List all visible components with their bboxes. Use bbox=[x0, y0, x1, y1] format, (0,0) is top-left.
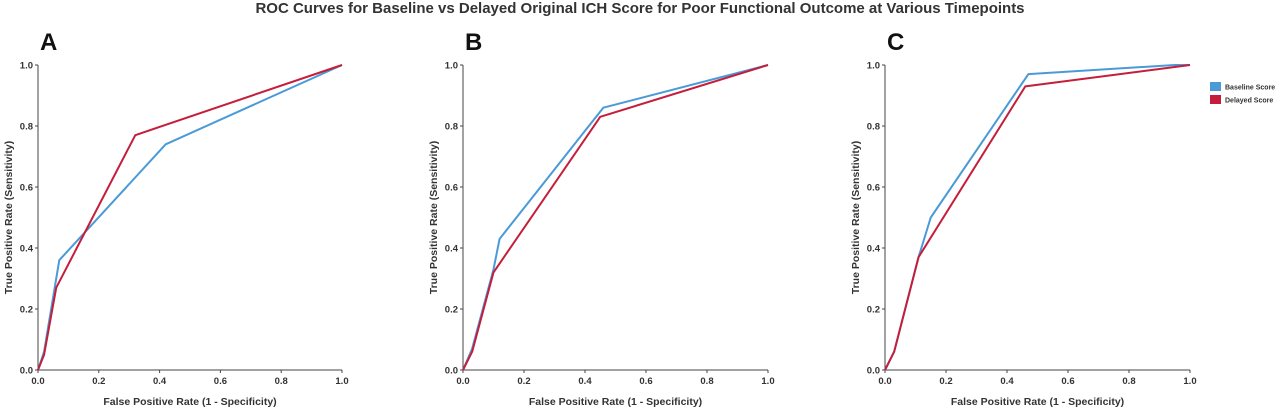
y-tick-label: 0.2 bbox=[20, 305, 33, 316]
y-tick-label: 0.0 bbox=[20, 366, 33, 377]
x-axis-title: False Positive Rate (1 - Specificity) bbox=[951, 396, 1124, 407]
y-tick-label: 0.6 bbox=[445, 183, 458, 194]
x-axis-title: False Positive Rate (1 - Specificity) bbox=[529, 396, 702, 407]
figure-title: ROC Curves for Baseline vs Delayed Origi… bbox=[255, 0, 1024, 17]
x-tick-label: 0.0 bbox=[878, 376, 891, 387]
series-line-baseline-score bbox=[884, 64, 1190, 371]
x-tick-label: 0.6 bbox=[1061, 376, 1074, 387]
panel-letter: C bbox=[887, 29, 904, 56]
x-tick-label: 0.8 bbox=[1122, 376, 1135, 387]
legend-label: Baseline Score bbox=[1225, 85, 1275, 92]
x-tick-label: 0.4 bbox=[578, 376, 592, 387]
chart-panel-b: B 0.0 0.2 0.4 0.6 0.8 1.0 0.0 0.2 0.4 0.6 0.8 1.0 Fal… bbox=[428, 29, 775, 407]
x-tick-label: 0.4 bbox=[1000, 376, 1014, 387]
y-tick-label: 0.4 bbox=[445, 244, 459, 255]
y-tick-label: 0.6 bbox=[20, 183, 33, 194]
y-tick-label: 0.4 bbox=[20, 244, 34, 255]
y-tick-label: 0.8 bbox=[20, 122, 33, 133]
y-tick-label: 0.6 bbox=[867, 183, 880, 194]
y-axis-title: True Positive Rate (Sensitivity) bbox=[850, 141, 862, 294]
legend-label: Delayed Score bbox=[1225, 98, 1273, 105]
legend-swatch bbox=[1210, 95, 1221, 104]
y-axis-title: True Positive Rate (Sensitivity) bbox=[428, 141, 440, 294]
y-tick-label: 0.8 bbox=[445, 122, 458, 133]
x-tick-label: 0.4 bbox=[153, 376, 167, 387]
x-tick-label: 0.8 bbox=[275, 376, 288, 387]
chart-panel-a: A 0.0 0.2 0.4 0.6 0.8 1.0 0.0 0.2 0.4 0.6 0.8 1.0 Fal… bbox=[3, 29, 349, 407]
y-tick-label: 1.0 bbox=[20, 61, 33, 72]
y-axis-title: True Positive Rate (Sensitivity) bbox=[3, 141, 15, 294]
y-tick-label: 0.0 bbox=[867, 366, 880, 377]
panel-letter: A bbox=[40, 29, 57, 56]
x-tick-label: 0.8 bbox=[700, 376, 713, 387]
series-line-baseline-score bbox=[462, 64, 769, 371]
chart-panel-c: C 0.0 0.2 0.4 0.6 0.8 1.0 0.0 0.2 0.4 0.6 0.8 1.0 Fal… bbox=[850, 29, 1197, 407]
x-tick-label: 0.6 bbox=[639, 376, 652, 387]
y-tick-label: 1.0 bbox=[445, 61, 458, 72]
x-tick-label: 1.0 bbox=[1183, 376, 1196, 387]
y-tick-label: 0.2 bbox=[445, 305, 458, 316]
series-line-delayed-score bbox=[462, 64, 769, 371]
x-tick-label: 1.0 bbox=[761, 376, 774, 387]
panel-letter: B bbox=[465, 29, 482, 56]
legend-swatch bbox=[1210, 82, 1221, 91]
x-tick-label: 1.0 bbox=[335, 376, 348, 387]
y-tick-label: 0.2 bbox=[867, 305, 880, 316]
x-tick-label: 0.0 bbox=[31, 376, 44, 387]
y-tick-label: 0.8 bbox=[867, 122, 880, 133]
x-axis-title: False Positive Rate (1 - Specificity) bbox=[103, 396, 276, 407]
x-tick-label: 0.2 bbox=[517, 376, 530, 387]
y-tick-label: 0.4 bbox=[867, 244, 881, 255]
y-tick-label: 0.0 bbox=[445, 366, 458, 377]
legend: Baseline Score Delayed Score bbox=[1210, 82, 1275, 105]
series-line-baseline-score bbox=[37, 64, 343, 371]
x-tick-label: 0.2 bbox=[92, 376, 105, 387]
x-tick-label: 0.2 bbox=[939, 376, 952, 387]
y-tick-label: 1.0 bbox=[867, 61, 880, 72]
series-line-delayed-score bbox=[884, 64, 1191, 371]
x-tick-label: 0.0 bbox=[456, 376, 469, 387]
chart-panels: A 0.0 0.2 0.4 0.6 0.8 1.0 0.0 0.2 0.4 0.6 0.8 1.0 Fal… bbox=[3, 29, 1197, 407]
series-line-delayed-score bbox=[37, 64, 343, 371]
x-tick-label: 0.6 bbox=[214, 376, 227, 387]
